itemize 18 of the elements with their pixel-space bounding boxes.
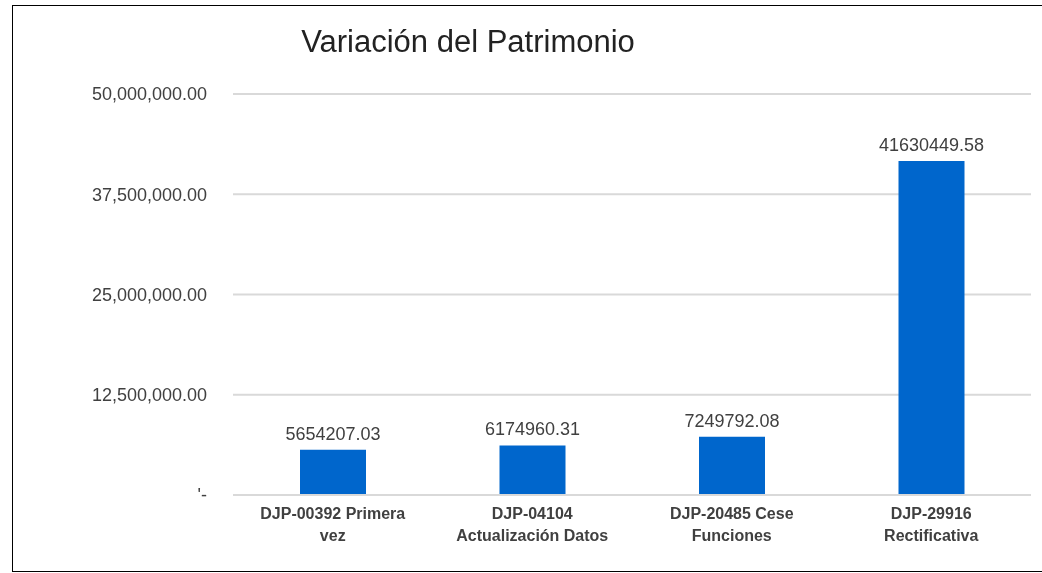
x-tick-label: DJP-04104 Actualización Datos <box>456 505 609 544</box>
y-tick-label: '- <box>197 485 207 506</box>
y-tick-label: 50,000,000.00 <box>91 84 207 105</box>
bar <box>898 161 965 495</box>
data-label: 6174960.31 <box>484 419 581 440</box>
y-tick-label: 25,000,000.00 <box>91 284 207 305</box>
x-tick-label: DJP-00392 Primera vez <box>260 505 406 544</box>
y-tick-label: 12,500,000.00 <box>91 385 207 406</box>
chart-title: Variación del Patrimonio <box>300 24 636 60</box>
x-tick-label: DJP-20485 Cese Funciones <box>669 505 794 544</box>
data-label: 41630449.58 <box>878 135 985 156</box>
data-label: 7249792.08 <box>684 410 780 431</box>
x-tick-label: DJP-29916 Rectificativa <box>884 505 979 544</box>
bar <box>499 445 566 495</box>
data-label: 5654207.03 <box>285 423 381 444</box>
y-tick-label: 37,500,000.00 <box>91 184 207 205</box>
bar <box>300 449 366 495</box>
bar <box>699 436 765 495</box>
